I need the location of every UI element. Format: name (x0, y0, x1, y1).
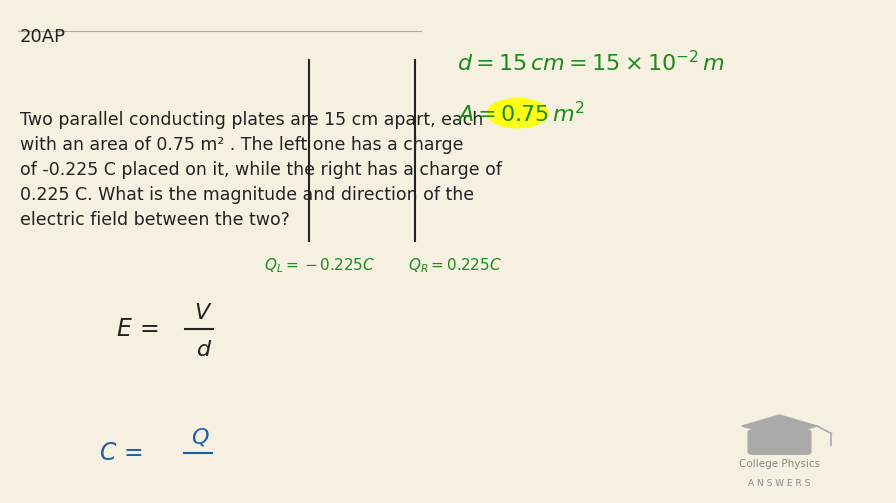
Text: $Q$: $Q$ (191, 426, 210, 448)
FancyBboxPatch shape (748, 430, 811, 454)
Text: $A = 0.75\,m^2$: $A = 0.75\,m^2$ (457, 101, 585, 126)
Text: $Q_L=-0.225C$: $Q_L=-0.225C$ (264, 257, 375, 275)
Polygon shape (742, 415, 817, 437)
Text: $C\,=\,$: $C\,=\,$ (99, 441, 142, 465)
Text: $E\,=\,$: $E\,=\,$ (116, 317, 159, 342)
Text: College Physics: College Physics (739, 459, 820, 469)
Ellipse shape (487, 99, 548, 128)
Text: Two parallel conducting plates are 15 cm apart, each
with an area of 0.75 m² . T: Two parallel conducting plates are 15 cm… (20, 111, 502, 229)
Text: $d = 15\,cm = 15\times10^{-2}\,m$: $d = 15\,cm = 15\times10^{-2}\,m$ (457, 50, 725, 75)
Text: $V$: $V$ (194, 303, 212, 323)
Text: A N S W E R S: A N S W E R S (748, 479, 811, 488)
Text: 20AP: 20AP (20, 28, 65, 46)
Text: $d$: $d$ (196, 340, 212, 360)
Text: $Q_R=0.225C$: $Q_R=0.225C$ (408, 257, 502, 275)
